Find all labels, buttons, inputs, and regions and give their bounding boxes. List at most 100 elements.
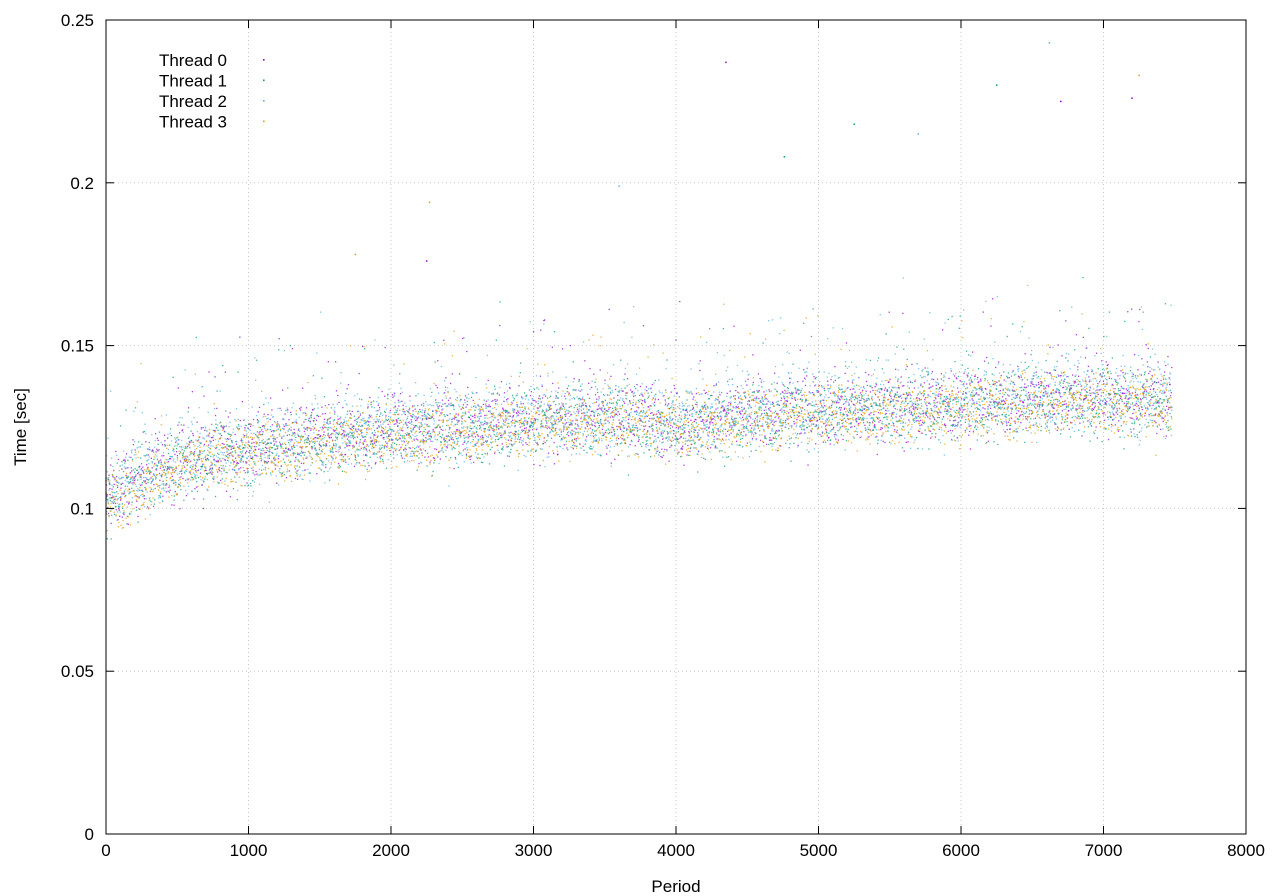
data-point — [891, 412, 893, 414]
data-point — [915, 436, 918, 439]
data-point — [784, 411, 786, 414]
data-point — [330, 450, 332, 453]
data-point — [536, 442, 539, 444]
data-point — [713, 436, 716, 438]
data-point — [358, 424, 360, 426]
data-point — [1089, 394, 1092, 397]
data-point — [880, 428, 882, 431]
data-point — [283, 435, 285, 437]
data-point — [819, 433, 821, 436]
data-point — [308, 472, 310, 474]
data-point — [1075, 385, 1078, 387]
data-point — [599, 369, 601, 371]
data-point — [250, 485, 252, 487]
data-point — [485, 403, 487, 405]
data-point — [544, 412, 546, 414]
data-point — [1029, 393, 1031, 396]
data-point — [597, 405, 600, 407]
data-point — [430, 435, 433, 438]
data-point — [317, 415, 320, 418]
data-point — [150, 488, 153, 490]
data-point — [961, 381, 963, 383]
data-point — [858, 418, 860, 420]
data-point — [1151, 396, 1153, 399]
data-point — [901, 401, 903, 403]
data-point — [848, 404, 850, 406]
data-point — [865, 380, 868, 383]
data-point — [1146, 379, 1148, 381]
data-point — [230, 448, 232, 451]
data-point — [210, 455, 212, 458]
data-point — [971, 403, 973, 405]
data-point — [712, 429, 714, 431]
data-point — [828, 432, 830, 434]
data-point — [889, 400, 892, 402]
data-point — [655, 393, 657, 396]
data-point — [654, 379, 657, 382]
data-point — [1042, 409, 1044, 411]
data-point — [761, 398, 763, 400]
data-point — [454, 447, 456, 450]
data-point — [747, 403, 749, 405]
data-point — [1030, 418, 1032, 420]
data-point — [740, 433, 742, 435]
data-point — [141, 469, 144, 472]
data-point — [269, 428, 271, 431]
data-point — [742, 426, 745, 428]
data-point — [474, 416, 476, 419]
data-point — [133, 476, 135, 478]
data-point — [1082, 336, 1084, 339]
data-point — [669, 446, 671, 448]
data-point — [987, 440, 990, 442]
data-point — [883, 407, 885, 409]
data-point — [860, 413, 863, 416]
data-point — [430, 436, 433, 438]
data-point — [928, 448, 930, 450]
data-point — [837, 429, 839, 432]
data-point — [490, 441, 492, 444]
data-point — [287, 409, 289, 411]
data-point — [750, 450, 752, 452]
data-point — [332, 451, 334, 453]
data-point — [774, 372, 776, 374]
data-point — [1079, 422, 1081, 424]
data-point — [349, 413, 352, 415]
data-point — [912, 415, 914, 417]
data-point — [415, 438, 418, 440]
data-point — [735, 405, 737, 408]
data-point — [885, 412, 887, 415]
data-point — [398, 405, 400, 407]
data-point — [120, 483, 122, 485]
data-point — [1007, 388, 1009, 390]
data-point — [1027, 391, 1030, 394]
data-point — [1082, 276, 1084, 279]
data-point — [750, 399, 753, 401]
data-point — [680, 411, 682, 413]
data-point — [381, 444, 383, 446]
data-point — [412, 427, 415, 429]
data-point — [195, 336, 197, 339]
data-point — [644, 421, 647, 423]
data-point — [842, 413, 845, 415]
data-point — [513, 411, 515, 413]
data-point — [135, 506, 138, 509]
data-point — [490, 435, 492, 437]
data-point — [661, 422, 663, 425]
data-point — [368, 464, 370, 467]
data-point — [990, 412, 993, 415]
data-point — [901, 414, 903, 417]
data-point — [688, 431, 690, 433]
data-point — [958, 417, 960, 419]
data-point — [834, 431, 837, 434]
data-point — [511, 402, 513, 404]
data-point — [916, 363, 918, 365]
data-point — [1084, 397, 1087, 400]
data-point — [1093, 416, 1095, 419]
data-point — [752, 354, 754, 356]
data-point — [460, 399, 462, 401]
data-point — [150, 457, 153, 459]
data-point — [108, 474, 110, 476]
data-point — [1133, 408, 1135, 410]
data-point — [373, 429, 376, 432]
data-point — [226, 459, 229, 462]
